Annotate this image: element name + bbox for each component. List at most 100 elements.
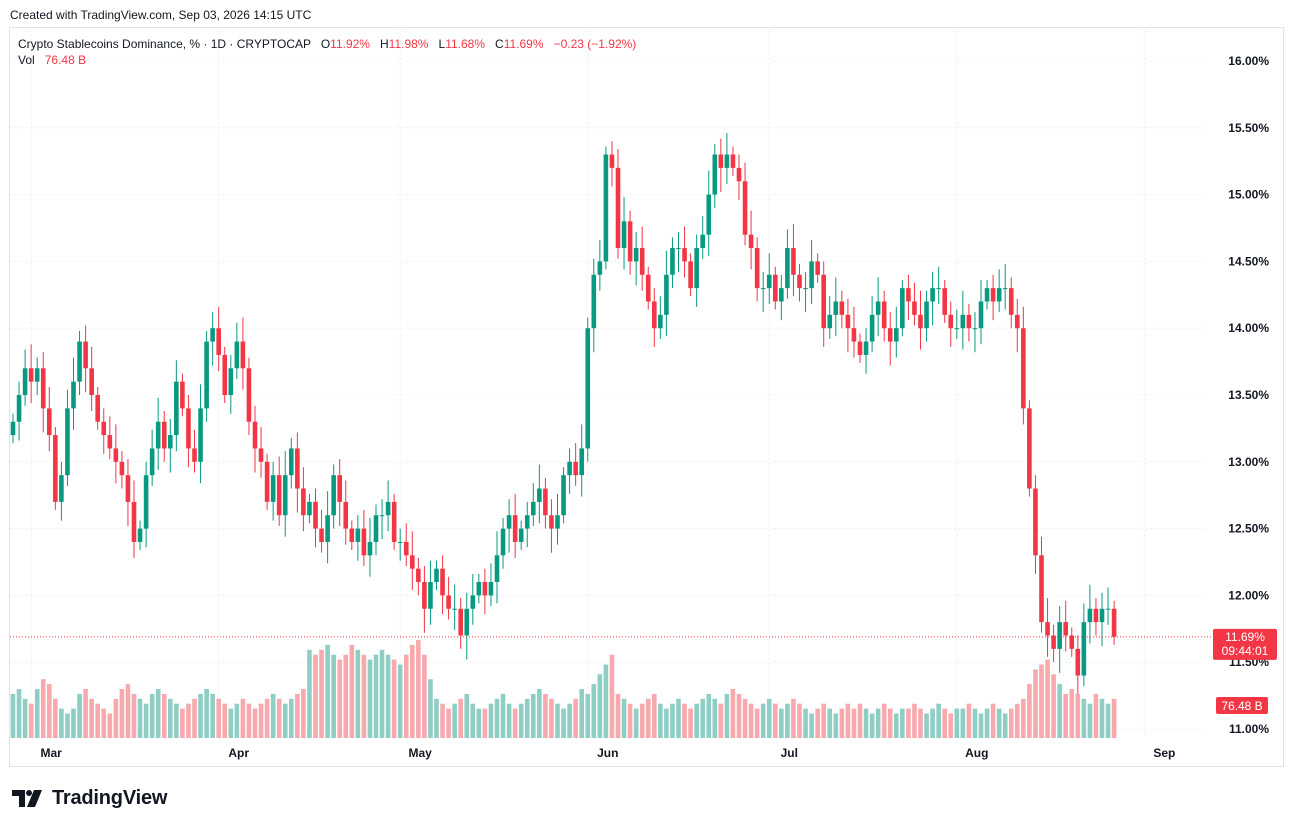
candle-body <box>839 301 845 315</box>
volume-bar <box>349 644 355 738</box>
volume-bar <box>633 708 639 738</box>
candle-body <box>216 328 221 355</box>
volume-bar <box>337 659 342 738</box>
candle-body <box>1099 608 1105 623</box>
candle-body <box>228 368 234 395</box>
volume-bar <box>948 713 954 738</box>
legend: Crypto Stablecoins Dominance, % · 1D · C… <box>18 36 636 68</box>
volume-bar <box>482 708 488 738</box>
candle-body <box>168 435 173 449</box>
candle-body <box>1087 608 1093 623</box>
candle <box>174 360 179 452</box>
candle-body <box>742 181 748 235</box>
candle <box>960 290 966 350</box>
volume-bar <box>367 659 373 738</box>
candle <box>16 381 22 441</box>
candle-body <box>512 515 518 542</box>
candle-body <box>670 248 675 275</box>
candle-body <box>482 582 488 596</box>
volume-bar <box>95 703 100 738</box>
candle <box>168 419 173 473</box>
volume-bar <box>65 713 70 738</box>
candle-body <box>1033 488 1038 556</box>
candle-body <box>1057 622 1062 649</box>
volume-bar <box>972 708 978 738</box>
volume-bar <box>180 708 185 738</box>
x-tick-label: May <box>409 746 433 760</box>
volume-bar <box>1033 669 1038 738</box>
volume-bar <box>379 649 385 738</box>
candle-body <box>343 501 349 529</box>
volume-bar <box>766 698 772 738</box>
candle-body <box>258 448 264 462</box>
volume-bar <box>591 684 597 738</box>
candle <box>101 408 107 454</box>
candle <box>1015 298 1020 353</box>
candle <box>367 517 373 577</box>
volume-bar <box>494 698 500 738</box>
candle-body <box>1081 622 1087 676</box>
volume-bar <box>125 684 131 738</box>
volume-bar <box>319 649 324 738</box>
candle <box>470 574 476 625</box>
candle-body <box>174 381 179 436</box>
x-tick-label: Jul <box>781 746 798 760</box>
candle <box>1021 306 1026 425</box>
volume-bar <box>143 703 149 738</box>
volume-bar <box>397 664 403 738</box>
legend-volume-label[interactable]: Vol <box>18 53 35 67</box>
volume-bar <box>464 693 470 738</box>
candle <box>555 493 560 545</box>
volume-bar <box>875 708 881 738</box>
volume-bar <box>258 703 264 738</box>
candle-body <box>658 314 663 329</box>
volume-bar <box>658 703 663 738</box>
candle-body <box>573 461 578 476</box>
candle <box>22 349 28 406</box>
candle <box>95 386 100 430</box>
tradingview-logo-icon <box>12 790 42 807</box>
tradingview-brand[interactable]: TradingView <box>12 785 167 811</box>
candle <box>688 253 693 297</box>
tradingview-wordmark: TradingView <box>52 786 168 809</box>
volume-bar <box>627 703 633 738</box>
volume-bar <box>155 689 161 738</box>
candle <box>561 467 566 524</box>
candle <box>712 143 718 208</box>
candle-body <box>954 328 960 330</box>
volume-bar <box>924 713 929 738</box>
candle-body <box>555 515 560 529</box>
candle-body <box>549 515 554 529</box>
candle-body <box>331 475 336 516</box>
volume-bar <box>416 640 421 738</box>
candle <box>718 138 724 192</box>
candle <box>815 253 820 283</box>
candle-body <box>652 301 657 329</box>
volume-bar <box>797 703 802 738</box>
volume-bar <box>385 654 391 738</box>
candle <box>125 459 131 526</box>
volume-bar <box>966 703 972 738</box>
volume-bar <box>59 708 64 738</box>
volume-bar <box>821 703 826 738</box>
volume-bar <box>615 693 621 738</box>
volume-bar <box>512 708 518 738</box>
candle <box>410 531 415 591</box>
candle-body <box>89 368 94 395</box>
candle-body <box>585 328 591 449</box>
candle <box>464 592 470 660</box>
legend-symbol[interactable]: Crypto Stablecoins Dominance, % · 1D · C… <box>18 37 311 51</box>
volume-bar <box>53 698 58 738</box>
volume-bar <box>77 693 82 738</box>
candle-body <box>984 288 990 302</box>
candle-body <box>34 368 40 382</box>
volume-bar <box>216 698 221 738</box>
candle <box>978 280 984 345</box>
volume-bar <box>881 703 887 738</box>
candle-body <box>996 288 1002 302</box>
candle-body <box>446 595 451 609</box>
volume-bar <box>1021 698 1026 738</box>
volume-bar <box>34 689 40 738</box>
candle <box>730 146 736 176</box>
